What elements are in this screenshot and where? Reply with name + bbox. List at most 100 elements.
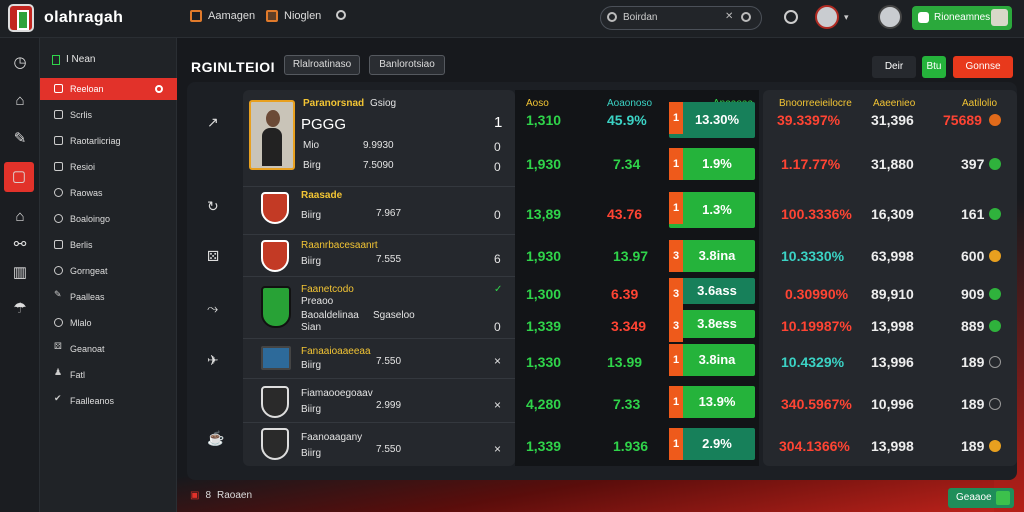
- odds-value[interactable]: 3.349: [611, 318, 647, 334]
- action-button-3[interactable]: Gonnse: [953, 56, 1013, 78]
- mug-icon[interactable]: ☕: [207, 430, 225, 446]
- plane-icon[interactable]: ✈: [207, 352, 219, 368]
- odds-value[interactable]: 1.936: [613, 438, 649, 454]
- search-icon[interactable]: [336, 10, 346, 20]
- score-badge[interactable]: 13.9%: [669, 386, 755, 418]
- dice-icon[interactable]: ⚄: [207, 248, 220, 264]
- odds-value[interactable]: 1,310: [526, 112, 562, 128]
- odds-value[interactable]: 1,339: [526, 438, 562, 454]
- filter-chip-1[interactable]: Rlalroatinaso: [284, 55, 360, 75]
- footer-button[interactable]: Geaaoe: [948, 488, 1014, 508]
- profile-avatar[interactable]: [878, 5, 902, 29]
- close-icon[interactable]: ×: [494, 398, 502, 412]
- tags-icon[interactable]: ⌂: [15, 92, 25, 109]
- settings-icon[interactable]: [989, 398, 1001, 410]
- team-crest[interactable]: [261, 286, 291, 328]
- odds-value[interactable]: 1,339: [526, 318, 562, 334]
- team-name[interactable]: Fanaaioaaeeaa: [301, 346, 371, 357]
- score-badge[interactable]: 2.9%: [669, 428, 755, 460]
- sidebar-item-mlalo[interactable]: Mlalo: [40, 312, 177, 334]
- odds-value[interactable]: 1,930: [526, 156, 562, 172]
- team-crest[interactable]: [261, 386, 289, 418]
- score-badge[interactable]: 1.9%: [669, 148, 755, 180]
- avatar[interactable]: [815, 5, 839, 29]
- search-submit-icon[interactable]: [741, 12, 751, 22]
- filter-chip-2[interactable]: Banlorotsiao: [369, 55, 445, 75]
- odds-value[interactable]: 6.39: [611, 286, 639, 302]
- odds-value[interactable]: 45.9%: [607, 112, 647, 128]
- settings-icon[interactable]: [989, 356, 1001, 368]
- team-crest[interactable]: [261, 428, 289, 460]
- team-crest[interactable]: [261, 240, 289, 272]
- odds-value[interactable]: 4,280: [526, 396, 562, 412]
- odds-value[interactable]: 1,300: [526, 286, 562, 302]
- home-icon[interactable]: ⌂: [15, 208, 25, 225]
- timer-icon[interactable]: ◷: [13, 54, 27, 71]
- team-name[interactable]: Faanetcodo: [301, 284, 354, 295]
- score-badge[interactable]: 3.8ess: [669, 310, 755, 342]
- team-name[interactable]: Faanoaagany: [301, 432, 363, 443]
- team-name[interactable]: Fiamaooegoaav: [301, 388, 373, 399]
- brand-name[interactable]: olahragah: [44, 9, 124, 26]
- odds-value[interactable]: 43.76: [607, 206, 643, 222]
- sidebar-item-gorngeat[interactable]: Gorngeat: [40, 260, 177, 282]
- score-badge[interactable]: 3.8ina: [669, 240, 755, 272]
- odds-value[interactable]: 13,89: [526, 206, 562, 222]
- nav-nioglen[interactable]: Nioglen: [266, 10, 321, 22]
- arrow-icon[interactable]: ↗: [207, 114, 219, 130]
- score-badge[interactable]: 1.3%: [669, 192, 755, 228]
- gift-icon[interactable]: ▣: [190, 490, 200, 501]
- action-button-2[interactable]: Btu: [922, 56, 946, 78]
- player-photo[interactable]: [249, 100, 295, 170]
- clear-icon[interactable]: ✕: [725, 11, 734, 22]
- odds-value[interactable]: 7.34: [613, 156, 641, 172]
- brand-logo[interactable]: [8, 4, 34, 32]
- close-icon[interactable]: ×: [494, 354, 502, 368]
- team-name[interactable]: Raasade: [301, 190, 343, 201]
- sidebar-item-faalleanos[interactable]: ✔ Faalleanos: [54, 393, 115, 406]
- team-crest[interactable]: [261, 192, 289, 224]
- score-badge[interactable]: 3.8ina: [669, 344, 755, 376]
- odds-value[interactable]: 1,930: [526, 248, 562, 264]
- link-icon[interactable]: ⚯: [13, 236, 27, 253]
- search-input[interactable]: Boirdan ✕: [600, 6, 762, 30]
- circle-icon: [54, 188, 63, 197]
- row-marker: 0: [494, 320, 501, 334]
- nav-aamagen[interactable]: Aamagen: [190, 10, 255, 22]
- odds-value[interactable]: 13.97: [613, 248, 649, 264]
- clock-icon[interactable]: [784, 10, 798, 24]
- score-badge[interactable]: 3.6ass: [669, 278, 755, 310]
- sidebar-item-paalleas[interactable]: ✎ Paalleas: [54, 289, 105, 302]
- sidebar-item-fatl[interactable]: ♟ Fatl: [54, 367, 86, 380]
- refresh-icon[interactable]: ↻: [207, 198, 219, 214]
- sidebar-item-berlis[interactable]: Berlis: [40, 234, 177, 256]
- odds-value[interactable]: 1,330: [526, 354, 562, 370]
- odds-value[interactable]: 7.33: [613, 396, 641, 412]
- sidebar-item-scrlis[interactable]: Scrlis: [40, 104, 177, 126]
- stat-value: 397: [961, 156, 985, 172]
- sidebar-item-boaloingo[interactable]: Boaloingo: [40, 208, 177, 230]
- close-icon[interactable]: ×: [494, 442, 502, 456]
- action-button-1[interactable]: Deir: [872, 56, 916, 78]
- footer-label[interactable]: Raoaen: [217, 490, 253, 501]
- hat-icon[interactable]: ☂: [13, 300, 27, 317]
- list-icon[interactable]: ▥: [12, 264, 28, 281]
- team-name[interactable]: Raanrbacesaanrt: [301, 240, 378, 251]
- square-icon[interactable]: ▢: [4, 162, 34, 192]
- sidebar-item-reeloan[interactable]: Reeloan: [40, 78, 177, 100]
- score-badge[interactable]: 13.30%: [669, 102, 755, 138]
- chevron-down-icon[interactable]: ▾: [844, 12, 849, 22]
- settings-icon[interactable]: [155, 85, 163, 93]
- stat-value: 189: [961, 396, 985, 412]
- primary-cta-button[interactable]: Rioneamnes: [912, 6, 1012, 30]
- pen-icon[interactable]: ✎: [13, 130, 27, 147]
- sidebar-item-raotarlicriag[interactable]: Raotarlicriag: [40, 130, 177, 152]
- sidebar-item-geanoat[interactable]: ⚄ Geanoat: [54, 341, 105, 354]
- odds-value[interactable]: 13.99: [607, 354, 643, 370]
- swirl-icon[interactable]: ⤳: [207, 300, 219, 316]
- sidebar-item-raowas[interactable]: Raowas: [40, 182, 177, 204]
- team-name[interactable]: Paranorsnad: [303, 98, 365, 109]
- sidebar-item-resioi[interactable]: Resioi: [40, 156, 177, 178]
- team-crest[interactable]: [261, 346, 291, 370]
- team-line-value: 9.9930: [363, 140, 394, 151]
